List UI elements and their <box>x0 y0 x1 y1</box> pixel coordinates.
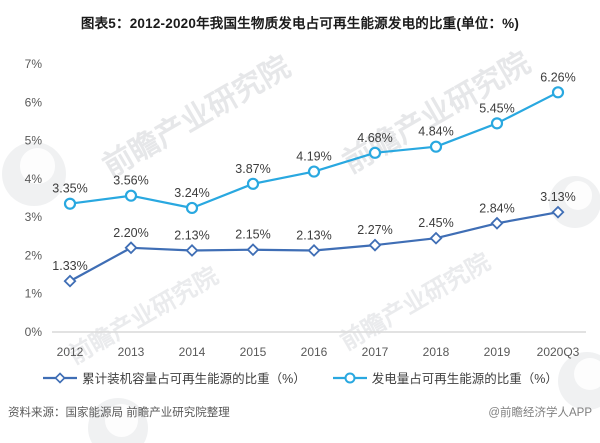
line-chart: 0% 1% 2% 3% 4% 5% 6% 7% 2012 2013 2014 2015 2016 2017… <box>25 57 586 359</box>
circle-marker-icon <box>332 372 367 383</box>
data-point-label: 2.84% <box>479 201 514 215</box>
data-point-marker <box>124 189 138 202</box>
data-point-marker <box>490 216 504 230</box>
data-point-marker <box>307 165 321 178</box>
diamond-marker-icon <box>43 371 78 384</box>
data-point-label: 2.45% <box>418 216 453 230</box>
y-tick-label: 1% <box>25 287 43 301</box>
data-point-marker <box>429 231 443 245</box>
data-point-marker <box>63 274 77 288</box>
data-point-label: 4.19% <box>296 150 331 164</box>
series-installed-capacity: 1.33% 2.20% 2.13% 2.15% 2.13% 2.27% 2.45% 2.84%… <box>52 190 576 288</box>
data-point-label: 4.84% <box>418 125 453 139</box>
data-point-label: 3.87% <box>235 162 270 176</box>
x-tick-label: 2018 <box>423 345 450 359</box>
data-point-label: 2.13% <box>174 228 209 242</box>
data-point-marker <box>490 117 504 130</box>
data-point-marker <box>63 197 77 210</box>
data-point-marker <box>185 201 199 215</box>
data-point-label: 6.26% <box>540 70 575 84</box>
x-tick-label: 2017 <box>362 345 389 359</box>
data-point-label: 2.15% <box>235 228 270 242</box>
data-point-label: 3.56% <box>113 174 148 188</box>
x-tick-label: 2020Q3 <box>537 345 580 359</box>
y-tick-label: 0% <box>25 325 43 339</box>
y-tick-label: 2% <box>25 248 43 262</box>
y-tick-label: 3% <box>25 210 43 224</box>
x-tick-label: 2016 <box>301 345 328 359</box>
y-tick-label: 5% <box>25 134 43 148</box>
data-point-label: 3.24% <box>174 186 209 200</box>
data-point-marker <box>368 146 382 159</box>
credit-note: @前瞻经济学人APP <box>488 407 592 419</box>
data-point-marker <box>124 241 138 255</box>
footer: 资料来源：国家能源局 前瞻产业研究院整理 @前瞻经济学人APP <box>8 404 592 420</box>
data-point-label: 1.33% <box>52 259 87 273</box>
y-tick-label: 7% <box>25 57 43 71</box>
data-point-label: 2.13% <box>296 228 331 242</box>
data-point-marker <box>246 177 260 190</box>
data-point-marker <box>185 243 199 257</box>
x-tick-label: 2012 <box>57 345 84 359</box>
data-point-label: 4.68% <box>357 131 392 145</box>
series-generation: 3.35% 3.56% 3.24% 3.87% 4.19% 4.68% 4.84% 5.45%… <box>52 70 576 215</box>
data-point-marker <box>307 243 321 257</box>
chart-legend: 累计装机容量占可再生能源的比重（%） 发电量占可再生能源的比重（%） <box>0 368 600 387</box>
data-point-label: 5.45% <box>479 101 514 115</box>
data-point-marker <box>368 238 382 252</box>
data-point-marker <box>246 243 260 257</box>
x-tick-label: 2019 <box>484 345 511 359</box>
x-tick-label: 2015 <box>240 345 267 359</box>
data-point-label: 3.35% <box>52 182 87 196</box>
data-point-label: 2.20% <box>113 226 148 240</box>
legend-label: 累计装机容量占可再生能源的比重（%） <box>82 372 306 386</box>
x-tick-label: 2014 <box>179 345 206 359</box>
data-point-marker <box>551 86 565 99</box>
chart-title: 图表5：2012-2020年我国生物质发电占可再生能源发电的比重(单位：%) <box>80 16 520 31</box>
data-point-marker <box>429 140 443 153</box>
x-axis-tick-labels: 2012 2013 2014 2015 2016 2017 2018 2019 2020Q3 <box>57 345 580 359</box>
data-point-label: 2.27% <box>357 223 392 237</box>
legend-item-installed-capacity-share: 累计装机容量占可再生能源的比重（%） <box>42 368 306 387</box>
legend-label: 发电量占可再生能源的比重（%） <box>371 372 558 386</box>
x-tick-label: 2013 <box>118 345 145 359</box>
y-tick-label: 6% <box>25 95 43 109</box>
y-axis-tick-labels: 0% 1% 2% 3% 4% 5% 6% 7% <box>25 57 43 339</box>
legend-item-generation-share: 发电量占可再生能源的比重（%） <box>332 368 558 387</box>
source-note: 资料来源：国家能源局 前瞻产业研究院整理 <box>8 407 230 419</box>
data-point-label: 3.13% <box>540 190 575 204</box>
y-tick-label: 4% <box>25 172 43 186</box>
data-point-marker <box>551 205 565 219</box>
